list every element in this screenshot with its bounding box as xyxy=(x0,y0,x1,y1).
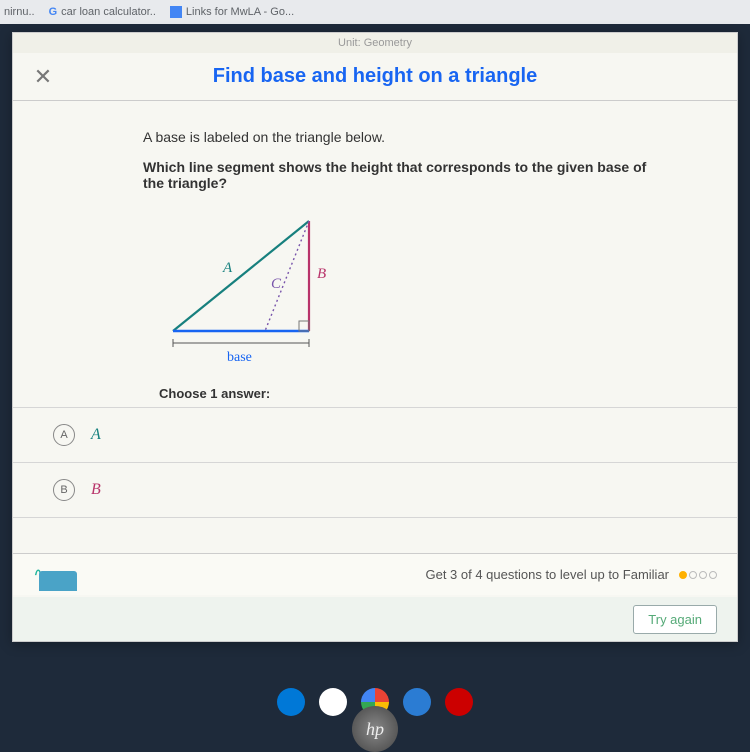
unit-label: Unit: Geometry xyxy=(13,33,737,53)
try-again-button[interactable]: Try again xyxy=(633,605,717,634)
answer-option-a[interactable]: A A xyxy=(13,407,737,462)
answer-list: A A B B xyxy=(13,407,737,518)
bookmark-item[interactable]: Links for MwLA - Go... xyxy=(170,6,294,18)
youtube-icon[interactable] xyxy=(445,688,473,716)
bookmark-item[interactable]: Gcar loan calculator.. xyxy=(49,6,156,18)
svg-text:base: base xyxy=(227,350,252,365)
couch-decoration xyxy=(39,571,77,591)
triangle-figure: A B Cbase xyxy=(159,215,647,368)
option-letter-circle: B xyxy=(53,479,75,501)
progress-dots xyxy=(677,567,717,582)
svg-text:A: A xyxy=(222,260,233,276)
intro-text-1: A base is labeled on the triangle below. xyxy=(143,129,647,145)
progress-footer: ∿ Get 3 of 4 questions to level up to Fa… xyxy=(13,553,737,595)
close-icon[interactable]: ✕ xyxy=(13,64,73,90)
google-icon: G xyxy=(49,6,58,18)
content-area: A base is labeled on the triangle below.… xyxy=(13,101,737,401)
intro-text-2: Which line segment shows the height that… xyxy=(143,159,647,191)
taskbar-app-icon[interactable] xyxy=(403,688,431,716)
option-text: B xyxy=(91,481,101,499)
action-row: Try again xyxy=(13,597,737,641)
exercise-window: Unit: Geometry ✕ Find base and height on… xyxy=(12,32,738,642)
taskbar-app-icon[interactable] xyxy=(277,688,305,716)
option-text: A xyxy=(91,426,101,444)
bookmarks-bar: nirnu.. Gcar loan calculator.. Links for… xyxy=(0,0,750,24)
option-letter-circle: A xyxy=(53,424,75,446)
title-row: ✕ Find base and height on a triangle xyxy=(13,53,737,101)
answer-option-b[interactable]: B B xyxy=(13,462,737,518)
doc-icon xyxy=(170,6,182,18)
hp-logo: hp xyxy=(352,706,398,752)
svg-text:C: C xyxy=(271,276,282,292)
page-title: Find base and height on a triangle xyxy=(73,65,737,88)
svg-text:B: B xyxy=(317,266,326,282)
bookmark-item[interactable]: nirnu.. xyxy=(4,6,35,18)
taskbar-app-icon[interactable] xyxy=(319,688,347,716)
level-up-text: Get 3 of 4 questions to level up to Fami… xyxy=(425,567,717,582)
choose-label: Choose 1 answer: xyxy=(159,386,647,401)
